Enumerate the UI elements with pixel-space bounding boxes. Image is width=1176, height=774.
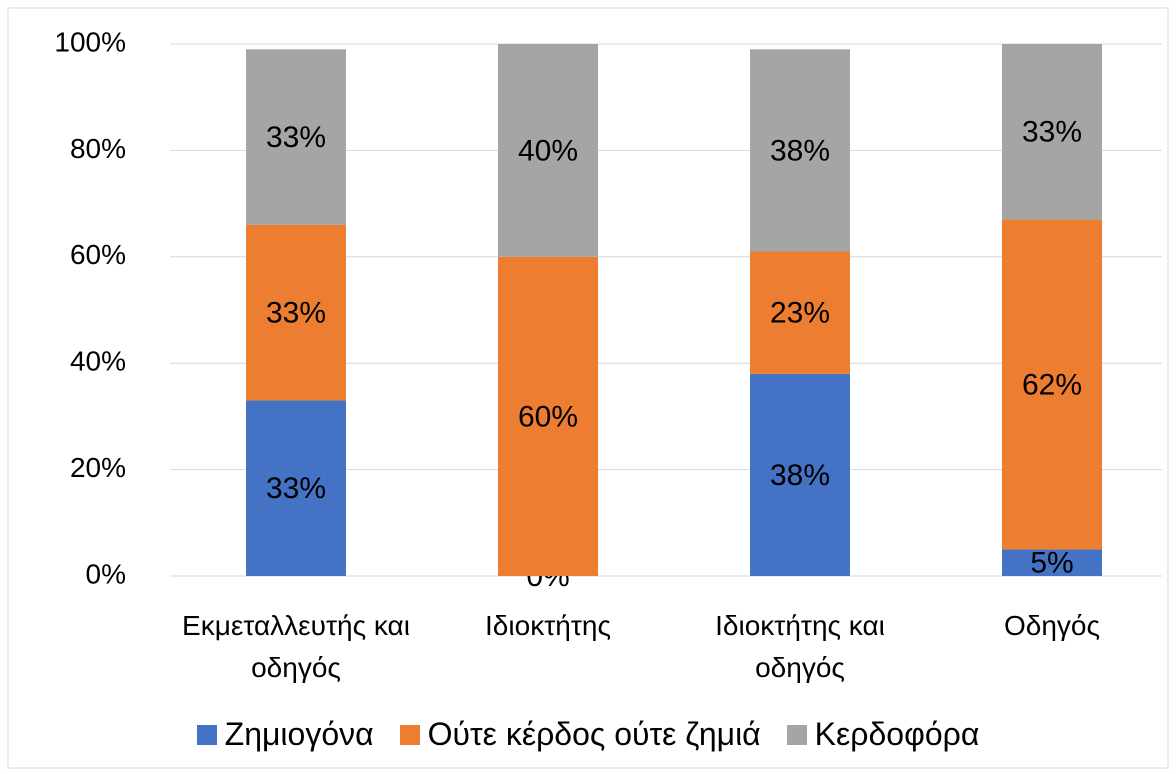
bar-segment bbox=[246, 400, 346, 576]
legend-item: Ούτε κέρδος ούτε ζημιά bbox=[399, 716, 761, 753]
y-tick-label: 20% bbox=[70, 452, 126, 483]
x-tick-label: Οδηγός bbox=[1003, 610, 1100, 641]
y-tick-label: 80% bbox=[70, 133, 126, 164]
legend-label: Ούτε κέρδος ούτε ζημιά bbox=[427, 716, 761, 752]
data-label: 33% bbox=[1022, 116, 1082, 149]
y-tick-label: 40% bbox=[70, 346, 126, 377]
bar-segment bbox=[1002, 44, 1102, 220]
y-tick-label: 60% bbox=[70, 239, 126, 270]
bar-segment bbox=[1002, 219, 1102, 550]
data-label: 33% bbox=[266, 297, 326, 330]
bar-segment bbox=[498, 44, 598, 257]
y-tick-label: 100% bbox=[54, 26, 126, 57]
y-tick-label: 0% bbox=[86, 558, 126, 589]
bar-segment bbox=[750, 49, 850, 252]
data-label: 38% bbox=[770, 134, 830, 167]
bar-segment bbox=[246, 224, 346, 401]
x-tick-label: Ιδιοκτήτης και οδηγός bbox=[715, 610, 885, 683]
data-label: 60% bbox=[518, 400, 578, 433]
data-label: 33% bbox=[266, 121, 326, 154]
data-label: 38% bbox=[770, 459, 830, 492]
data-label: 40% bbox=[518, 134, 578, 167]
chart-border bbox=[7, 7, 1169, 769]
bar-segment bbox=[498, 256, 598, 576]
legend-swatch bbox=[399, 724, 420, 745]
bar-segment bbox=[246, 49, 346, 225]
data-label: 5% bbox=[1030, 547, 1073, 580]
bar-segment bbox=[750, 251, 850, 374]
data-label: 62% bbox=[1022, 368, 1082, 401]
x-tick-label: Ιδιοκτήτης bbox=[485, 610, 611, 641]
legend-label: Κερδοφόρα bbox=[814, 716, 980, 752]
bar-segment bbox=[1002, 549, 1102, 576]
legend-label: Ζημιογόνα bbox=[224, 716, 374, 752]
bar-segment bbox=[750, 373, 850, 576]
legend-item: Ζημιογόνα bbox=[196, 716, 374, 753]
data-label: 23% bbox=[770, 297, 830, 330]
x-tick-label: Εκμεταλλευτής και οδηγός bbox=[182, 610, 410, 683]
legend-item: Κερδοφόρα bbox=[786, 716, 980, 753]
legend: Ζημιογόνα Ούτε κέρδος ούτε ζημιά Κερδοφόρα bbox=[0, 716, 1176, 753]
legend-swatch bbox=[786, 724, 807, 745]
data-label: 33% bbox=[266, 472, 326, 505]
legend-swatch bbox=[196, 724, 217, 745]
